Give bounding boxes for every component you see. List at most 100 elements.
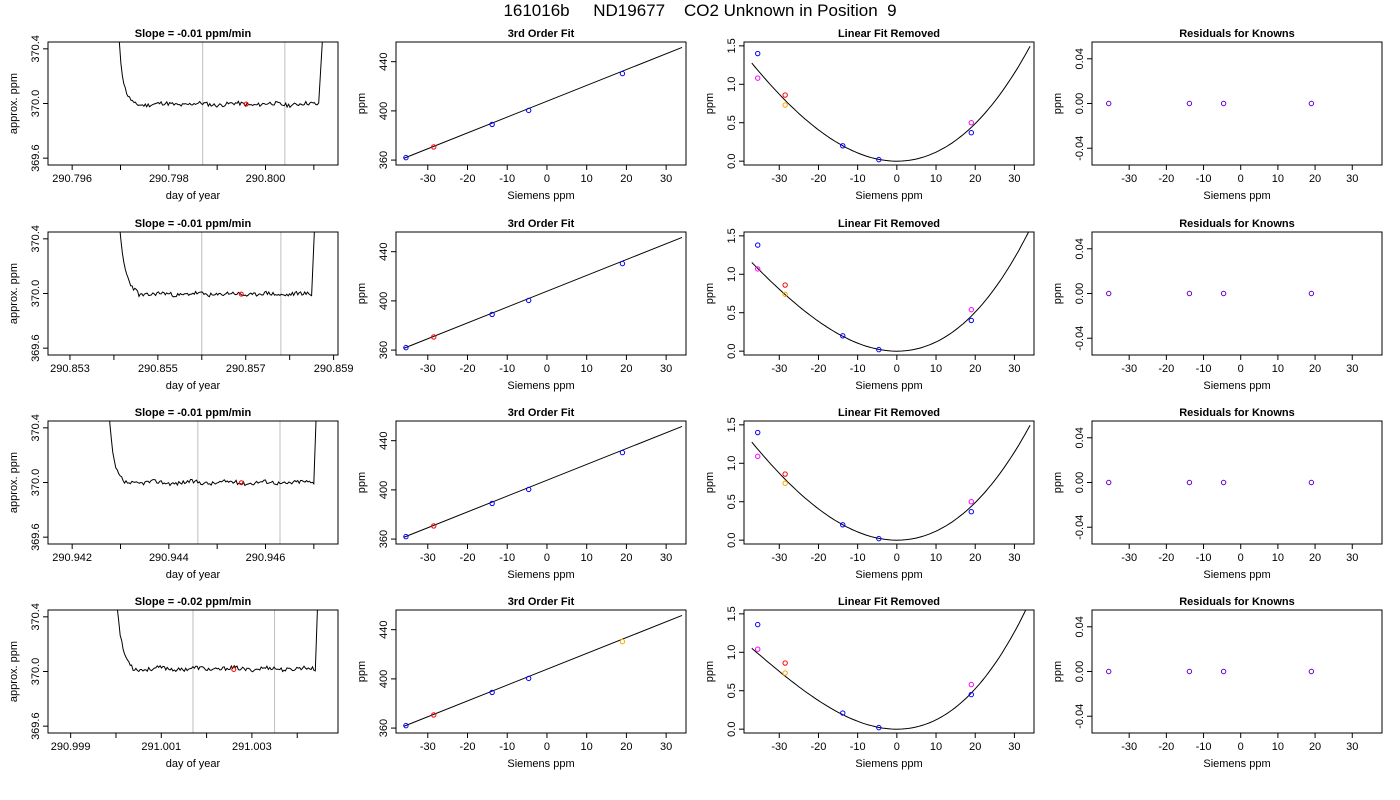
x-tick-label: -30 bbox=[420, 741, 436, 753]
x-tick-label: 290.999 bbox=[51, 741, 91, 753]
panel-title: Slope = -0.01 ppm/min bbox=[135, 28, 252, 40]
plot-frame bbox=[1091, 231, 1383, 356]
x-tick-label: -20 bbox=[460, 741, 476, 753]
panel-title: Slope = -0.01 ppm/min bbox=[135, 407, 252, 419]
plot-frame bbox=[47, 420, 339, 545]
panel-title: Linear Fit Removed bbox=[838, 28, 940, 40]
data-point bbox=[782, 670, 788, 676]
x-axis-label: Siemens ppm bbox=[855, 758, 922, 770]
data-point bbox=[1186, 479, 1193, 486]
panel-2-2: 3rd Order Fit -30 -20 -10 0 10 20 30 Siemens ppm… bbox=[356, 218, 687, 392]
y-tick-label: 1.0 bbox=[726, 77, 738, 92]
x-axis-label: Siemens ppm bbox=[855, 569, 922, 581]
x-tick-label: -10 bbox=[1196, 741, 1212, 753]
fit-line bbox=[403, 614, 683, 727]
plot-area bbox=[1106, 479, 1315, 486]
x-tick-label: 291.001 bbox=[141, 741, 181, 753]
data-point bbox=[619, 638, 626, 645]
x-tick-label: 0 bbox=[894, 741, 900, 753]
x-tick-label: -20 bbox=[811, 173, 827, 185]
fit-line bbox=[403, 425, 683, 538]
data-point bbox=[525, 297, 532, 304]
y-tick-label: 0.04 bbox=[1074, 238, 1086, 259]
x-axis-label: Siemens ppm bbox=[507, 380, 574, 392]
panel-1-3: Linear Fit Removed -30 -20 -10 0 10 20 30 Siemen… bbox=[704, 28, 1035, 202]
x-tick-label: 20 bbox=[620, 741, 632, 753]
x-tick-label: 20 bbox=[620, 552, 632, 564]
plot-area bbox=[119, 232, 315, 355]
x-tick-label: 30 bbox=[1346, 741, 1358, 753]
panel-title: Slope = -0.02 ppm/min bbox=[135, 596, 252, 608]
data-point bbox=[968, 130, 974, 136]
data-point bbox=[782, 480, 788, 486]
panel-3-1: Slope = -0.01 ppm/min 290.942 290.944 290.9… bbox=[8, 407, 339, 581]
x-axis-label: Siemens ppm bbox=[1203, 190, 1270, 202]
data-point bbox=[840, 333, 846, 339]
ppm-trace bbox=[119, 232, 315, 298]
x-tick-label: -20 bbox=[811, 552, 827, 564]
data-point bbox=[755, 50, 761, 57]
y-tick-label: 1.0 bbox=[726, 645, 738, 660]
panel-title: 3rd Order Fit bbox=[508, 218, 575, 230]
fit-curve bbox=[751, 424, 1031, 541]
y-tick-label: 0.0 bbox=[726, 722, 738, 737]
y-axis-label: ppm bbox=[1052, 283, 1064, 304]
data-point bbox=[403, 722, 409, 729]
x-tick-label: -20 bbox=[1158, 363, 1174, 375]
data-point bbox=[525, 675, 532, 682]
x-tick-label: 0 bbox=[1238, 552, 1244, 564]
data-point bbox=[619, 449, 626, 456]
x-tick-label: 290.857 bbox=[226, 363, 266, 375]
data-point bbox=[782, 471, 788, 477]
data-point bbox=[755, 242, 761, 248]
x-tick-label: -30 bbox=[1121, 741, 1137, 753]
data-point bbox=[525, 486, 532, 493]
x-tick-label: 30 bbox=[660, 552, 672, 564]
x-tick-label: -30 bbox=[420, 363, 436, 375]
x-tick-label: -10 bbox=[499, 552, 515, 564]
data-point bbox=[968, 306, 974, 313]
x-tick-label: -20 bbox=[1158, 741, 1174, 753]
y-tick-label: 0.5 bbox=[726, 683, 738, 698]
x-tick-label: 20 bbox=[1309, 173, 1321, 185]
x-tick-label: 0 bbox=[894, 363, 900, 375]
y-tick-label: 370.4 bbox=[30, 35, 42, 63]
fit-curve bbox=[751, 610, 1027, 730]
y-axis-label: approx. ppm bbox=[8, 452, 20, 513]
y-tick-label: 369.6 bbox=[30, 523, 42, 551]
y-tick-label: 1.5 bbox=[726, 417, 738, 432]
x-axis-label: Siemens ppm bbox=[1203, 569, 1270, 581]
panel-3-4: Residuals for Knowns -30 -20 -10 0 10 20 30 Siem… bbox=[1052, 407, 1383, 581]
data-point bbox=[755, 646, 761, 652]
panel-title: Residuals for Knowns bbox=[1179, 407, 1295, 419]
y-tick-label: 370.0 bbox=[30, 658, 42, 686]
panel-title: Linear Fit Removed bbox=[838, 407, 940, 419]
x-tick-label: 0 bbox=[544, 173, 550, 185]
x-tick-label: 10 bbox=[1272, 741, 1284, 753]
x-tick-label: 0 bbox=[894, 552, 900, 564]
x-tick-label: -10 bbox=[1196, 363, 1212, 375]
data-point bbox=[431, 334, 437, 340]
x-tick-label: -20 bbox=[460, 363, 476, 375]
x-tick-label: 0 bbox=[1238, 173, 1244, 185]
data-point bbox=[1186, 100, 1193, 107]
x-tick-label: 10 bbox=[1272, 552, 1284, 564]
plot-frame bbox=[743, 420, 1035, 545]
x-tick-label: 290.853 bbox=[50, 363, 90, 375]
x-tick-label: -10 bbox=[1196, 173, 1212, 185]
fit-curve bbox=[751, 45, 1031, 162]
panel-4-3: Linear Fit Removed -30 -20 -10 0 10 20 30 Siemen… bbox=[704, 596, 1035, 770]
data-point bbox=[782, 660, 788, 666]
panel-title: 3rd Order Fit bbox=[508, 407, 575, 419]
y-axis-label: ppm bbox=[356, 93, 368, 114]
data-point bbox=[525, 107, 532, 114]
panel-1-4: Residuals for Knowns -30 -20 -10 0 10 20 30 Siem… bbox=[1052, 28, 1383, 202]
plot-area bbox=[116, 610, 318, 733]
y-tick-label: -0.04 bbox=[1074, 136, 1086, 161]
y-tick-label: 0.00 bbox=[1074, 472, 1086, 493]
plot-area bbox=[118, 42, 323, 165]
y-axis-label: ppm bbox=[1052, 472, 1064, 493]
x-tick-label: 30 bbox=[660, 173, 672, 185]
y-tick-label: 370.4 bbox=[30, 603, 42, 631]
